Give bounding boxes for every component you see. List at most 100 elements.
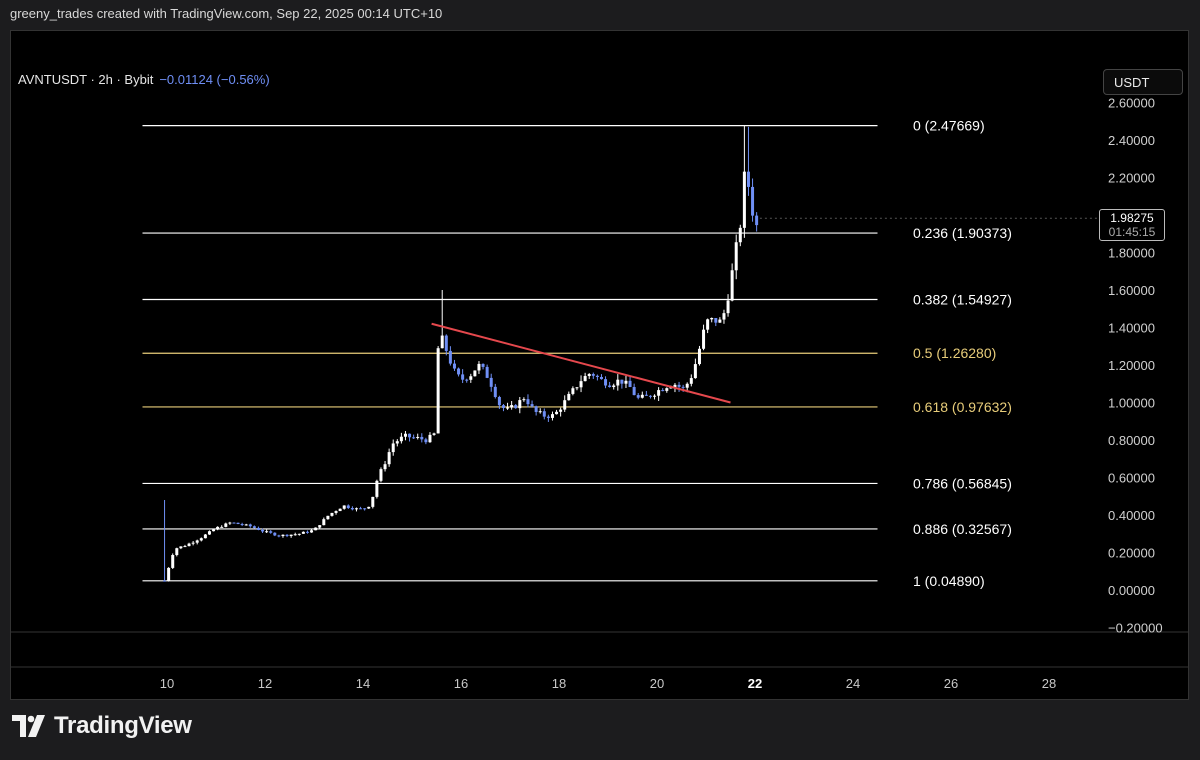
fib-level-label: 1 (0.04890) bbox=[913, 573, 985, 589]
tradingview-wordmark: TradingView bbox=[54, 712, 192, 739]
candle-body bbox=[171, 555, 175, 568]
chart-attribution: greeny_trades created with TradingView.c… bbox=[10, 6, 443, 21]
trendline[interactable] bbox=[431, 217, 1098, 404]
x-tick-label: 14 bbox=[356, 676, 370, 691]
candle-body bbox=[522, 399, 526, 401]
last-price-value: 1.98275 bbox=[1110, 211, 1154, 225]
y-tick-label: 1.80000 bbox=[1108, 246, 1155, 261]
x-tick-label: 16 bbox=[454, 676, 468, 691]
candle-body bbox=[599, 376, 603, 380]
candle-body bbox=[657, 390, 661, 396]
candle-body bbox=[591, 374, 595, 376]
candle-body bbox=[673, 384, 677, 388]
y-tick-label: 2.20000 bbox=[1108, 171, 1155, 186]
candle-body bbox=[477, 363, 481, 371]
candle-body bbox=[310, 530, 314, 533]
fib-level-label: 0.786 (0.56845) bbox=[913, 475, 1012, 491]
candle-body bbox=[424, 439, 428, 443]
candle-body bbox=[379, 469, 383, 481]
candlestick-series bbox=[163, 125, 759, 582]
candle-body bbox=[273, 532, 277, 536]
candle-body bbox=[330, 512, 334, 516]
x-tick-label: 10 bbox=[160, 676, 174, 691]
trendline-segment bbox=[431, 322, 731, 404]
fib-level-label: 0.886 (0.32567) bbox=[913, 521, 1012, 537]
candle-body bbox=[595, 375, 599, 377]
x-tick-label: 18 bbox=[552, 676, 566, 691]
y-tick-label: 1.20000 bbox=[1108, 358, 1155, 373]
candle-body bbox=[408, 433, 412, 438]
candle-body bbox=[436, 348, 440, 434]
candle-body bbox=[559, 409, 563, 412]
candle-body bbox=[604, 379, 608, 386]
x-axis[interactable]: 10 12 14 16 18 20 22 24 26 28 bbox=[160, 676, 1056, 691]
candle-body bbox=[285, 534, 289, 537]
y-tick-label: 1.00000 bbox=[1108, 396, 1155, 411]
y-tick-label: −0.20000 bbox=[1108, 621, 1163, 636]
candle-body bbox=[277, 535, 281, 537]
candle-body bbox=[489, 377, 493, 387]
candle-body bbox=[244, 524, 248, 526]
candle-body bbox=[391, 443, 395, 453]
x-tick-label: 22 bbox=[748, 676, 762, 691]
candle-body bbox=[228, 522, 232, 524]
candle-body bbox=[428, 434, 432, 443]
candle-body bbox=[710, 317, 714, 320]
candle-body bbox=[751, 186, 755, 216]
y-axis[interactable]: 2.600002.400002.200002.000001.800001.600… bbox=[1108, 96, 1163, 636]
candle-body bbox=[448, 350, 452, 364]
chart-area[interactable] bbox=[10, 30, 1189, 700]
candle-body bbox=[212, 529, 216, 532]
symbol-label[interactable]: AVNTUSDT · 2h · Bybit bbox=[18, 72, 154, 87]
candle-body bbox=[693, 364, 697, 379]
currency-button[interactable]: USDT bbox=[1103, 69, 1183, 95]
candle-body bbox=[644, 394, 648, 396]
candle-body bbox=[563, 400, 567, 410]
fibonacci-retracement[interactable]: 0 (2.47669) 0.236 (1.90373) 0.382 (1.54927… bbox=[142, 118, 1012, 589]
candle-body bbox=[510, 405, 514, 408]
candle-body bbox=[738, 227, 742, 243]
candle-body bbox=[575, 387, 579, 389]
candle-body bbox=[669, 387, 673, 389]
y-tick-label: 2.60000 bbox=[1108, 96, 1155, 111]
candle-body bbox=[612, 385, 616, 388]
candle-body bbox=[628, 380, 632, 388]
candle-body bbox=[501, 405, 505, 408]
candle-body bbox=[387, 452, 391, 465]
candle-body bbox=[248, 524, 252, 527]
candle-body bbox=[187, 543, 191, 547]
candle-body bbox=[346, 505, 350, 509]
candle-body bbox=[653, 395, 657, 397]
candle-body bbox=[265, 531, 269, 533]
candle-body bbox=[555, 411, 559, 415]
fib-level-label: 0.5 (1.26280) bbox=[913, 345, 996, 361]
fib-level-label: 0.382 (1.54927) bbox=[913, 292, 1012, 308]
fib-level-label: 0 (2.47669) bbox=[913, 118, 985, 134]
symbol-info: AVNTUSDT · 2h · Bybit −0.01124 (−0.56%) bbox=[18, 72, 270, 87]
candle-body bbox=[440, 335, 444, 349]
candle-body bbox=[718, 319, 722, 323]
bar-countdown: 01:45:15 bbox=[1108, 225, 1156, 239]
candle-body bbox=[375, 480, 379, 497]
candle-body bbox=[640, 394, 644, 398]
candle-body bbox=[220, 526, 224, 528]
candle-body bbox=[444, 335, 448, 351]
y-tick-label: 1.40000 bbox=[1108, 321, 1155, 336]
candle-body bbox=[252, 526, 256, 528]
candle-body bbox=[620, 379, 624, 384]
candle-body bbox=[546, 416, 550, 418]
candle-body bbox=[526, 399, 530, 405]
candle-body bbox=[457, 368, 461, 375]
candle-body bbox=[399, 436, 403, 442]
candle-body bbox=[473, 370, 477, 377]
candle-body bbox=[371, 496, 375, 507]
candle-body bbox=[240, 524, 244, 526]
candle-body bbox=[452, 363, 456, 369]
candle-body bbox=[706, 319, 710, 330]
candle-body bbox=[730, 270, 734, 301]
candle-body bbox=[367, 506, 371, 509]
candle-body bbox=[342, 505, 346, 509]
candle-body bbox=[289, 534, 293, 537]
candle-body bbox=[322, 519, 326, 526]
